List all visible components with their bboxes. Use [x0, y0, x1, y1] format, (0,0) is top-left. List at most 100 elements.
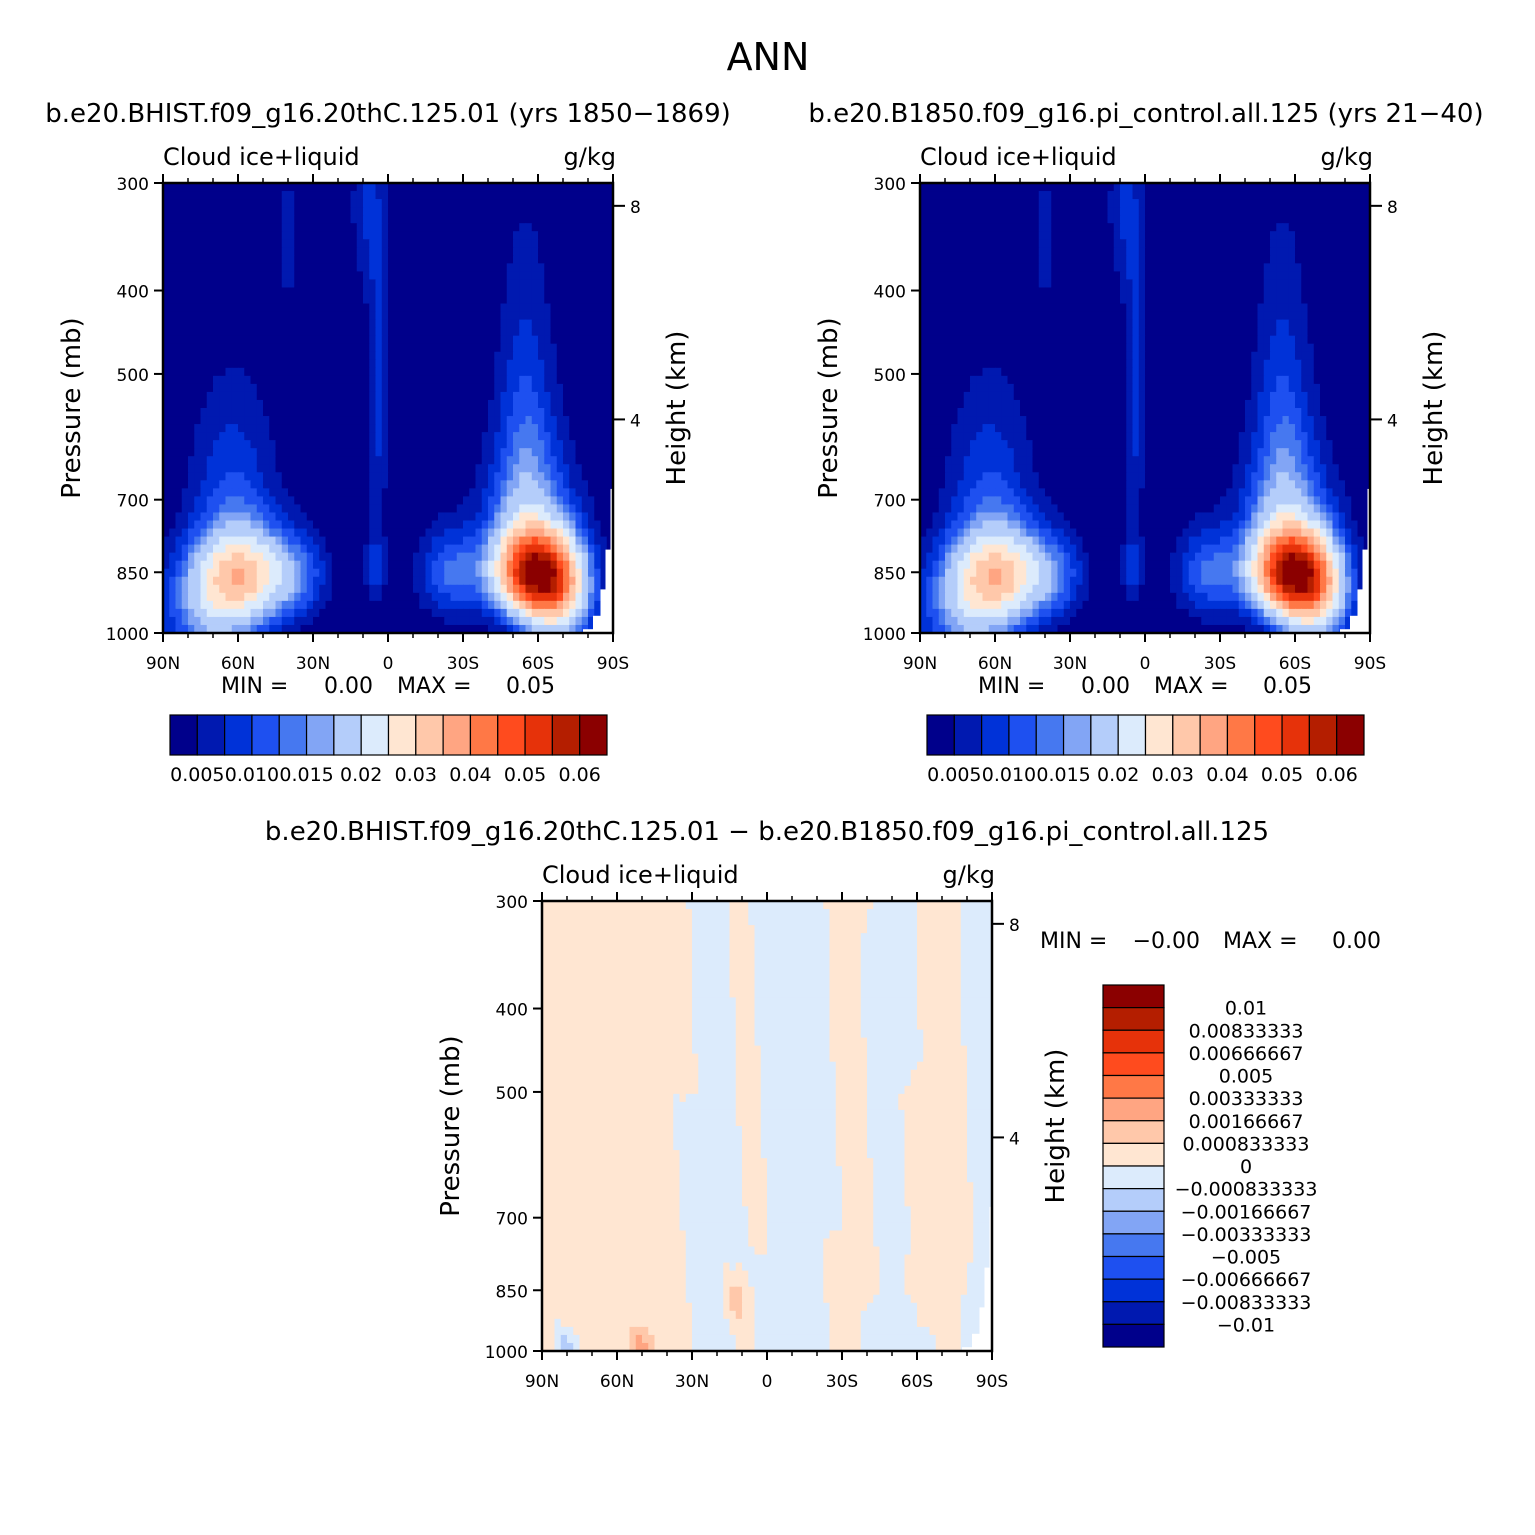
- heatmap-cell: [169, 191, 177, 200]
- heatmap-cell: [175, 279, 183, 289]
- heatmap-cell: [288, 600, 295, 610]
- heatmap-cell: [1363, 223, 1371, 232]
- heatmap-cell: [313, 207, 320, 216]
- heatmap-cell: [431, 480, 439, 489]
- heatmap-cell: [369, 544, 377, 554]
- heatmap-cell: [350, 520, 358, 530]
- heatmap-cell: [488, 215, 495, 224]
- heatmap-cell: [450, 295, 458, 305]
- heatmap-cell: [450, 383, 458, 393]
- heatmap-cell: [413, 560, 420, 570]
- heatmap-cell: [463, 343, 470, 353]
- heatmap-cell: [169, 327, 177, 337]
- heatmap-cell: [288, 416, 295, 425]
- heatmap-cell: [519, 528, 527, 538]
- colorbar-box: [524, 714, 553, 756]
- heatmap-cell: [463, 335, 470, 345]
- heatmap-cell: [1101, 199, 1109, 208]
- heatmap-cell: [469, 520, 477, 530]
- heatmap-cell: [406, 399, 414, 409]
- heatmap-cell: [475, 408, 483, 417]
- heatmap-cell: [1270, 199, 1277, 208]
- heatmap-cell: [488, 608, 495, 618]
- heatmap-cell: [1138, 191, 1146, 200]
- heatmap-cell: [331, 255, 339, 264]
- heatmap-cell: [450, 568, 458, 578]
- heatmap-cell: [506, 255, 514, 264]
- heatmap-cell: [1313, 215, 1321, 224]
- heatmap-cell: [920, 207, 927, 216]
- heatmap-cell: [1126, 255, 1134, 264]
- heatmap-cell: [325, 303, 333, 313]
- heatmap-cell: [175, 472, 183, 481]
- heatmap-cell: [225, 287, 233, 297]
- heatmap-cell: [531, 255, 539, 264]
- heatmap-cell: [556, 295, 564, 305]
- heatmap-cell: [600, 440, 608, 449]
- heatmap-cell: [219, 552, 227, 562]
- heatmap-cell: [313, 424, 320, 433]
- heatmap-cell: [1226, 215, 1234, 224]
- heatmap-cell: [163, 528, 170, 538]
- heatmap-cell: [1301, 239, 1309, 248]
- heatmap-cell: [313, 552, 320, 562]
- heatmap-cell: [338, 335, 345, 345]
- heatmap-cell: [275, 472, 283, 481]
- heatmap-cell: [263, 287, 270, 297]
- heatmap-cell: [456, 424, 464, 433]
- heatmap-cell: [225, 207, 233, 216]
- heatmap-cell: [1045, 255, 1052, 264]
- heatmap-cell: [388, 536, 395, 546]
- heatmap-cell: [438, 600, 445, 610]
- heatmap-cell: [600, 191, 608, 200]
- heatmap-cell: [400, 600, 408, 610]
- heatmap-cell: [506, 408, 514, 417]
- heatmap-cell: [313, 616, 320, 626]
- heatmap-cell: [388, 464, 395, 473]
- heatmap-cell: [194, 311, 202, 321]
- heatmap-cell: [1182, 191, 1190, 200]
- heatmap-cell: [256, 191, 264, 200]
- heatmap-cell: [594, 488, 602, 497]
- heatmap-cell: [369, 424, 377, 433]
- heatmap-cell: [1120, 263, 1127, 272]
- heatmap-cell: [394, 271, 402, 281]
- heatmap-cell: [544, 247, 552, 256]
- heatmap-cell: [606, 496, 614, 506]
- heatmap-cell: [456, 335, 464, 345]
- heatmap-cell: [538, 391, 545, 401]
- heatmap-cell: [263, 311, 270, 321]
- heatmap-cell: [225, 359, 233, 369]
- heatmap-cell: [1082, 207, 1090, 216]
- heatmap-cell: [331, 472, 339, 481]
- heatmap-cell: [1107, 255, 1115, 264]
- heatmap-cell: [313, 335, 320, 345]
- heatmap-cell: [456, 608, 464, 618]
- heatmap-cell: [1307, 215, 1315, 224]
- heatmap-cell: [350, 608, 358, 618]
- heatmap-cell: [945, 271, 952, 281]
- heatmap-cell: [544, 375, 552, 385]
- heatmap-cell: [381, 512, 389, 522]
- heatmap-cell: [306, 263, 314, 272]
- heatmap-cell: [425, 480, 433, 489]
- heatmap-cell: [1270, 191, 1277, 200]
- heatmap-cell: [338, 247, 345, 256]
- heatmap-cell: [444, 199, 452, 208]
- heatmap-cell: [588, 359, 595, 369]
- heatmap-cell: [363, 191, 370, 200]
- colorbar-box: [387, 714, 417, 756]
- heatmap-cell: [581, 359, 589, 369]
- heatmap-cell: [569, 624, 577, 634]
- heatmap-cell: [475, 512, 483, 522]
- heatmap-cell: [369, 327, 377, 337]
- heatmap-cell: [413, 528, 420, 538]
- heatmap-cell: [319, 440, 327, 449]
- heatmap-cell: [319, 584, 327, 594]
- heatmap-cell: [331, 448, 339, 457]
- heatmap-cell: [538, 287, 545, 297]
- heatmap-cell: [1145, 199, 1152, 208]
- heatmap-cell: [588, 480, 595, 489]
- heatmap-cell: [381, 464, 389, 473]
- heatmap-cell: [563, 448, 570, 457]
